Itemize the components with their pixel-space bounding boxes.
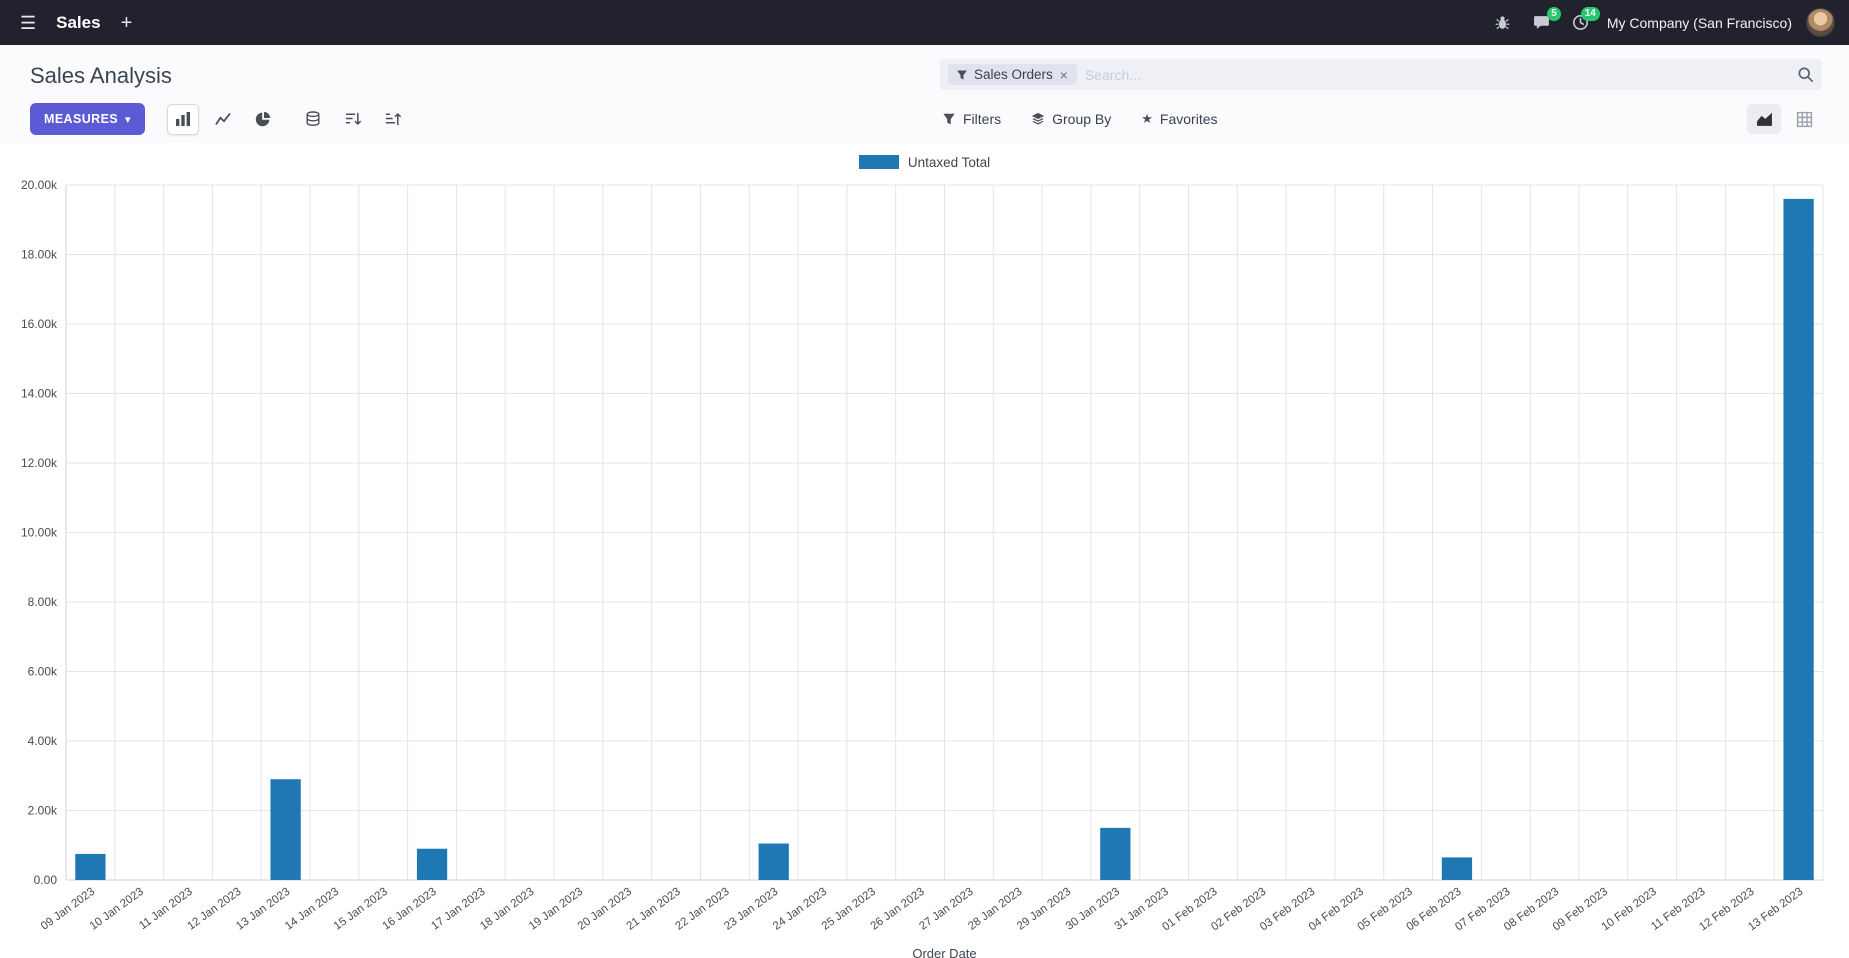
svg-text:6.00k: 6.00k bbox=[28, 665, 58, 679]
svg-text:10 Jan 2023: 10 Jan 2023 bbox=[88, 886, 146, 933]
favorites-label: Favorites bbox=[1159, 111, 1218, 127]
area-chart-icon bbox=[1756, 112, 1772, 126]
search-icon[interactable] bbox=[1797, 66, 1814, 83]
control-panel: Sales Analysis Sales Orders × MEASURES ▾ bbox=[0, 45, 1849, 143]
filter-funnel-icon bbox=[957, 70, 967, 79]
apps-menu-button[interactable]: ☰ bbox=[14, 10, 42, 36]
navbar-left: ☰ Sales + bbox=[14, 9, 138, 37]
line-chart-view-button[interactable] bbox=[207, 104, 239, 135]
plus-icon: + bbox=[120, 11, 133, 34]
pie-chart-icon bbox=[255, 111, 271, 127]
app-name[interactable]: Sales bbox=[56, 12, 101, 32]
activities-badge: 14 bbox=[1580, 7, 1600, 21]
svg-text:20.00k: 20.00k bbox=[21, 178, 58, 192]
bar-chart-icon bbox=[175, 112, 190, 126]
stacked-toggle-button[interactable] bbox=[297, 104, 329, 135]
company-switcher[interactable]: My Company (San Francisco) bbox=[1606, 14, 1792, 31]
group-by-button[interactable]: Group By bbox=[1029, 105, 1113, 133]
menu-icon: ☰ bbox=[20, 12, 37, 33]
filters-label: Filters bbox=[963, 111, 1002, 127]
svg-text:18.00k: 18.00k bbox=[21, 248, 58, 262]
page-title: Sales Analysis bbox=[30, 63, 172, 88]
svg-text:Order Date: Order Date bbox=[912, 946, 976, 958]
facet-remove-icon[interactable]: × bbox=[1059, 66, 1068, 83]
filters-button[interactable]: Filters bbox=[940, 105, 1003, 133]
chart-plot-area: 0.00 2.00k 4.00k 6.00k 8.00k 10.00k 12.00k 14.0… bbox=[0, 175, 1849, 958]
messages-button[interactable]: 5 bbox=[1529, 7, 1561, 35]
bar-chart-view-button[interactable] bbox=[166, 103, 199, 135]
sort-descending-icon bbox=[345, 112, 361, 125]
graph-view-button[interactable] bbox=[1747, 104, 1781, 134]
measures-button[interactable]: MEASURES ▾ bbox=[30, 103, 145, 135]
bug-icon bbox=[1495, 16, 1510, 30]
search-bar[interactable]: Sales Orders × bbox=[940, 59, 1822, 90]
filters-funnel-icon bbox=[943, 113, 955, 125]
legend-item-untaxed-total[interactable]: Untaxed Total bbox=[858, 154, 991, 170]
chart-legend: Untaxed Total bbox=[0, 149, 1849, 175]
svg-text:2.00k: 2.00k bbox=[28, 804, 58, 818]
chat-icon bbox=[1533, 16, 1549, 29]
clock-icon bbox=[1572, 15, 1588, 30]
line-chart-icon bbox=[215, 112, 231, 125]
chart-region: Untaxed Total 0.00 2.00k 4.00k 6.00k 8.00k 10… bbox=[0, 143, 1849, 958]
svg-text:12.00k: 12.00k bbox=[21, 456, 58, 470]
user-avatar[interactable] bbox=[1806, 8, 1835, 37]
sort-ascending-button[interactable] bbox=[377, 104, 409, 135]
chevron-down-icon: ▾ bbox=[125, 113, 131, 126]
toolbar-row: MEASURES ▾ bbox=[0, 95, 1849, 143]
svg-text:10 Feb 2023: 10 Feb 2023 bbox=[1600, 886, 1659, 934]
svg-text:8.00k: 8.00k bbox=[28, 595, 58, 609]
svg-text:4.00k: 4.00k bbox=[28, 734, 58, 748]
chart-option-group bbox=[297, 104, 409, 135]
star-icon: ★ bbox=[1141, 111, 1153, 126]
favorites-button[interactable]: ★ Favorites bbox=[1139, 105, 1219, 133]
pivot-table-icon bbox=[1796, 111, 1812, 127]
group-by-layers-icon bbox=[1032, 112, 1045, 125]
breadcrumb-row: Sales Analysis Sales Orders × bbox=[0, 57, 1849, 95]
svg-text:10.00k: 10.00k bbox=[21, 526, 58, 540]
messages-badge: 5 bbox=[1547, 7, 1561, 21]
svg-text:13 Feb 2023: 13 Feb 2023 bbox=[1746, 886, 1805, 934]
svg-text:16.00k: 16.00k bbox=[21, 317, 58, 331]
search-input[interactable] bbox=[1084, 66, 1789, 83]
svg-text:14.00k: 14.00k bbox=[21, 387, 58, 401]
new-tab-button[interactable]: + bbox=[115, 9, 139, 37]
chart-type-group bbox=[166, 103, 279, 135]
navbar-right: 5 14 My Company (San Francisco) bbox=[1490, 7, 1835, 37]
view-switcher bbox=[1747, 104, 1821, 134]
measures-label: MEASURES bbox=[44, 112, 119, 126]
sort-descending-button[interactable] bbox=[337, 104, 369, 135]
stacked-database-icon bbox=[306, 111, 320, 126]
search-facet-label: Sales Orders bbox=[974, 67, 1053, 82]
sort-ascending-icon bbox=[385, 113, 401, 126]
pie-chart-view-button[interactable] bbox=[247, 104, 279, 135]
top-navbar: ☰ Sales + 5 14 My Company ( bbox=[0, 0, 1849, 45]
debug-button[interactable] bbox=[1490, 10, 1515, 35]
sales-analysis-bar-chart[interactable]: 0.00 2.00k 4.00k 6.00k 8.00k 10.00k 12.00k 14.0… bbox=[0, 175, 1849, 958]
group-by-label: Group By bbox=[1052, 111, 1112, 127]
pivot-view-button[interactable] bbox=[1787, 104, 1821, 134]
legend-swatch bbox=[858, 155, 899, 169]
svg-text:0.00: 0.00 bbox=[34, 873, 58, 887]
legend-label: Untaxed Total bbox=[907, 154, 991, 170]
activities-button[interactable]: 14 bbox=[1568, 7, 1600, 35]
search-options: Filters Group By ★ Favorites bbox=[940, 105, 1220, 133]
search-facet[interactable]: Sales Orders × bbox=[948, 64, 1077, 85]
